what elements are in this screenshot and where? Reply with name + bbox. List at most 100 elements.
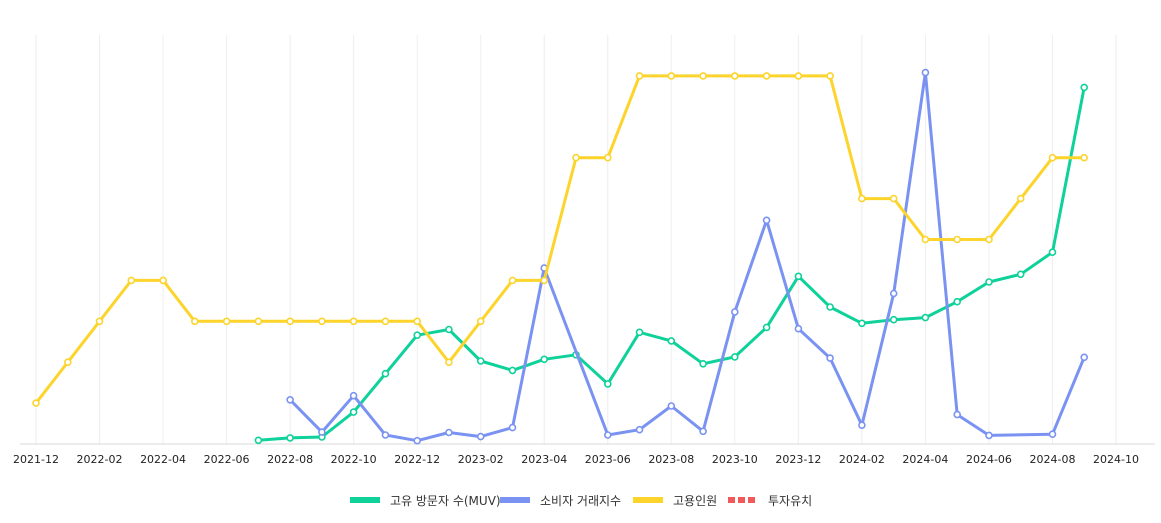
- data-point[interactable]: [794, 72, 803, 80]
- data-point[interactable]: [1016, 270, 1025, 279]
- data-point[interactable]: [540, 276, 549, 285]
- data-point[interactable]: [921, 313, 930, 322]
- data-point[interactable]: [318, 317, 326, 326]
- series-line-1: [288, 71, 1086, 443]
- x-tick-label: 2023-08: [648, 453, 694, 466]
- data-point[interactable]: [953, 410, 962, 419]
- data-point[interactable]: [318, 428, 326, 436]
- data-point[interactable]: [1080, 353, 1088, 362]
- data-point[interactable]: [603, 431, 612, 439]
- data-point[interactable]: [572, 153, 580, 162]
- data-point[interactable]: [286, 434, 294, 442]
- data-point[interactable]: [858, 421, 866, 430]
- data-point[interactable]: [381, 317, 390, 326]
- data-point[interactable]: [286, 395, 294, 404]
- x-tick-label: 2023-12: [775, 453, 821, 466]
- data-point[interactable]: [286, 317, 294, 326]
- data-point[interactable]: [476, 432, 485, 441]
- data-point[interactable]: [381, 431, 390, 439]
- legend-swatch: [728, 497, 735, 503]
- data-point[interactable]: [1080, 83, 1088, 92]
- data-point[interactable]: [254, 436, 263, 445]
- data-point[interactable]: [762, 72, 771, 80]
- data-point[interactable]: [127, 276, 136, 285]
- data-point[interactable]: [667, 72, 676, 80]
- data-point[interactable]: [921, 68, 930, 77]
- x-tick-label: 2024-04: [902, 453, 948, 466]
- data-point[interactable]: [858, 194, 866, 203]
- data-point[interactable]: [667, 337, 676, 345]
- data-point[interactable]: [699, 72, 707, 80]
- data-point[interactable]: [699, 359, 707, 368]
- data-point[interactable]: [349, 408, 358, 416]
- data-point[interactable]: [413, 317, 422, 326]
- data-point[interactable]: [953, 235, 962, 244]
- data-point[interactable]: [889, 289, 898, 298]
- data-point[interactable]: [349, 391, 358, 400]
- legend-item-2[interactable]: 고용인원: [633, 494, 717, 508]
- data-point[interactable]: [985, 431, 993, 440]
- data-point[interactable]: [730, 308, 739, 316]
- data-point[interactable]: [254, 317, 263, 326]
- data-point[interactable]: [381, 369, 390, 378]
- data-point[interactable]: [603, 380, 612, 388]
- data-point[interactable]: [699, 427, 707, 436]
- data-point[interactable]: [921, 235, 930, 244]
- data-point[interactable]: [794, 324, 803, 333]
- data-point[interactable]: [762, 323, 771, 332]
- data-point[interactable]: [794, 272, 803, 281]
- data-point[interactable]: [603, 153, 612, 162]
- data-point[interactable]: [508, 276, 517, 285]
- data-point[interactable]: [889, 194, 898, 203]
- data-point[interactable]: [159, 276, 167, 285]
- data-point[interactable]: [1080, 153, 1088, 162]
- data-point[interactable]: [985, 235, 993, 244]
- data-point[interactable]: [508, 423, 517, 432]
- legend-item-1[interactable]: 소비자 거래지수: [500, 494, 621, 508]
- data-point[interactable]: [222, 317, 231, 326]
- data-point[interactable]: [476, 317, 485, 326]
- data-point[interactable]: [445, 428, 453, 437]
- data-point[interactable]: [1048, 248, 1057, 256]
- data-point[interactable]: [95, 317, 104, 326]
- data-point[interactable]: [1048, 430, 1057, 439]
- data-point[interactable]: [730, 353, 739, 361]
- data-point[interactable]: [413, 436, 422, 445]
- data-point[interactable]: [730, 72, 739, 80]
- legend-swatch: [500, 497, 530, 503]
- legend-item-3[interactable]: 투자유치: [728, 494, 812, 508]
- data-point[interactable]: [889, 315, 898, 324]
- data-point[interactable]: [476, 357, 485, 365]
- data-point[interactable]: [64, 358, 72, 367]
- data-point[interactable]: [508, 366, 517, 375]
- data-point[interactable]: [191, 317, 199, 326]
- data-point[interactable]: [635, 425, 644, 434]
- data-point[interactable]: [445, 358, 453, 367]
- data-point[interactable]: [635, 328, 644, 337]
- x-tick-label: 2024-02: [839, 453, 885, 466]
- data-point[interactable]: [635, 72, 644, 80]
- data-point[interactable]: [667, 402, 676, 410]
- data-point[interactable]: [826, 72, 834, 80]
- data-point[interactable]: [985, 278, 993, 286]
- data-point[interactable]: [953, 297, 962, 306]
- legend: 고유 방문자 수(MUV) 소비자 거래지수 고용인원 투자유치: [350, 494, 812, 508]
- data-point[interactable]: [826, 303, 834, 311]
- data-point[interactable]: [540, 355, 549, 364]
- data-point[interactable]: [1016, 194, 1025, 203]
- data-point[interactable]: [32, 399, 40, 407]
- data-point[interactable]: [826, 354, 834, 362]
- data-point[interactable]: [349, 317, 358, 326]
- x-tick-label: 2022-08: [267, 453, 313, 466]
- data-point[interactable]: [1048, 153, 1057, 162]
- x-tick-label: 2023-02: [458, 453, 504, 466]
- legend-swatch: [738, 497, 745, 503]
- legend-item-0[interactable]: 고유 방문자 수(MUV): [350, 494, 501, 508]
- legend-label: 고용인원: [673, 494, 717, 508]
- data-point[interactable]: [413, 331, 422, 340]
- x-tick-label: 2022-02: [77, 453, 123, 466]
- data-point[interactable]: [762, 216, 771, 225]
- data-point[interactable]: [858, 319, 866, 328]
- data-point[interactable]: [445, 325, 453, 334]
